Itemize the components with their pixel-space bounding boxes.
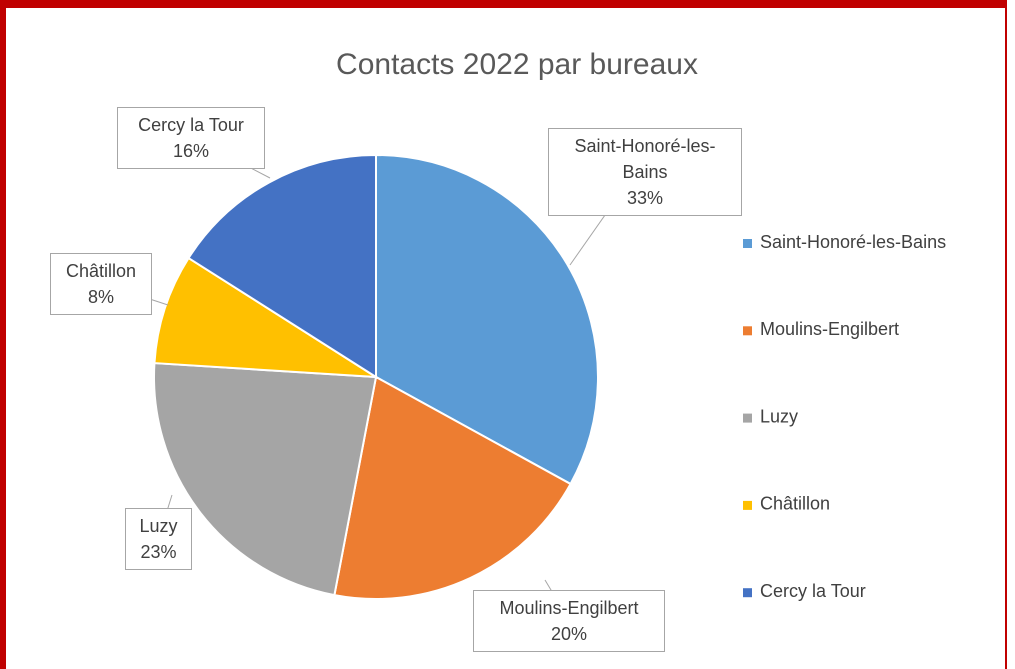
data-label: Saint-Honoré-les-Bains 33% (548, 128, 742, 216)
pie-slice (187, 153, 377, 379)
legend-label: Luzy (760, 406, 798, 426)
data-label: Châtillon 8% (50, 253, 152, 315)
pie-slice (153, 256, 377, 378)
label-category: Cercy la Tour (138, 115, 244, 135)
pie-slice (333, 375, 572, 600)
label-value: 33% (626, 188, 664, 208)
legend-swatch (743, 588, 752, 598)
legend-label: Saint-Honoré-les-Bains (760, 232, 946, 252)
label-value: 23% (140, 542, 177, 562)
legend-label: Cercy la Tour (760, 581, 866, 601)
legend-label: Moulins-Engilbert (760, 319, 899, 339)
label-value: 20% (550, 624, 588, 644)
legend-swatch (743, 500, 752, 510)
pie-slice (153, 362, 378, 597)
label-category: Luzy (139, 516, 178, 536)
legend-swatch (743, 326, 752, 336)
pie-slice (375, 153, 599, 486)
legend-swatch (743, 413, 752, 423)
label-category: Châtillon (65, 261, 137, 281)
legend-label: Châtillon (760, 494, 830, 514)
data-label: Cercy la Tour 16% (117, 107, 265, 169)
legend-swatch (743, 239, 752, 248)
data-label: Luzy 23% (125, 508, 192, 570)
chart-title: Contacts 2022 par bureaux (336, 48, 698, 81)
label-value: 8% (87, 287, 114, 307)
label-value: 16% (172, 141, 210, 161)
label-category: Moulins-Engilbert (499, 598, 639, 618)
data-label: Moulins-Engilbert 20% (473, 590, 665, 652)
label-category: Saint-Honoré-les-Bains (574, 136, 716, 182)
